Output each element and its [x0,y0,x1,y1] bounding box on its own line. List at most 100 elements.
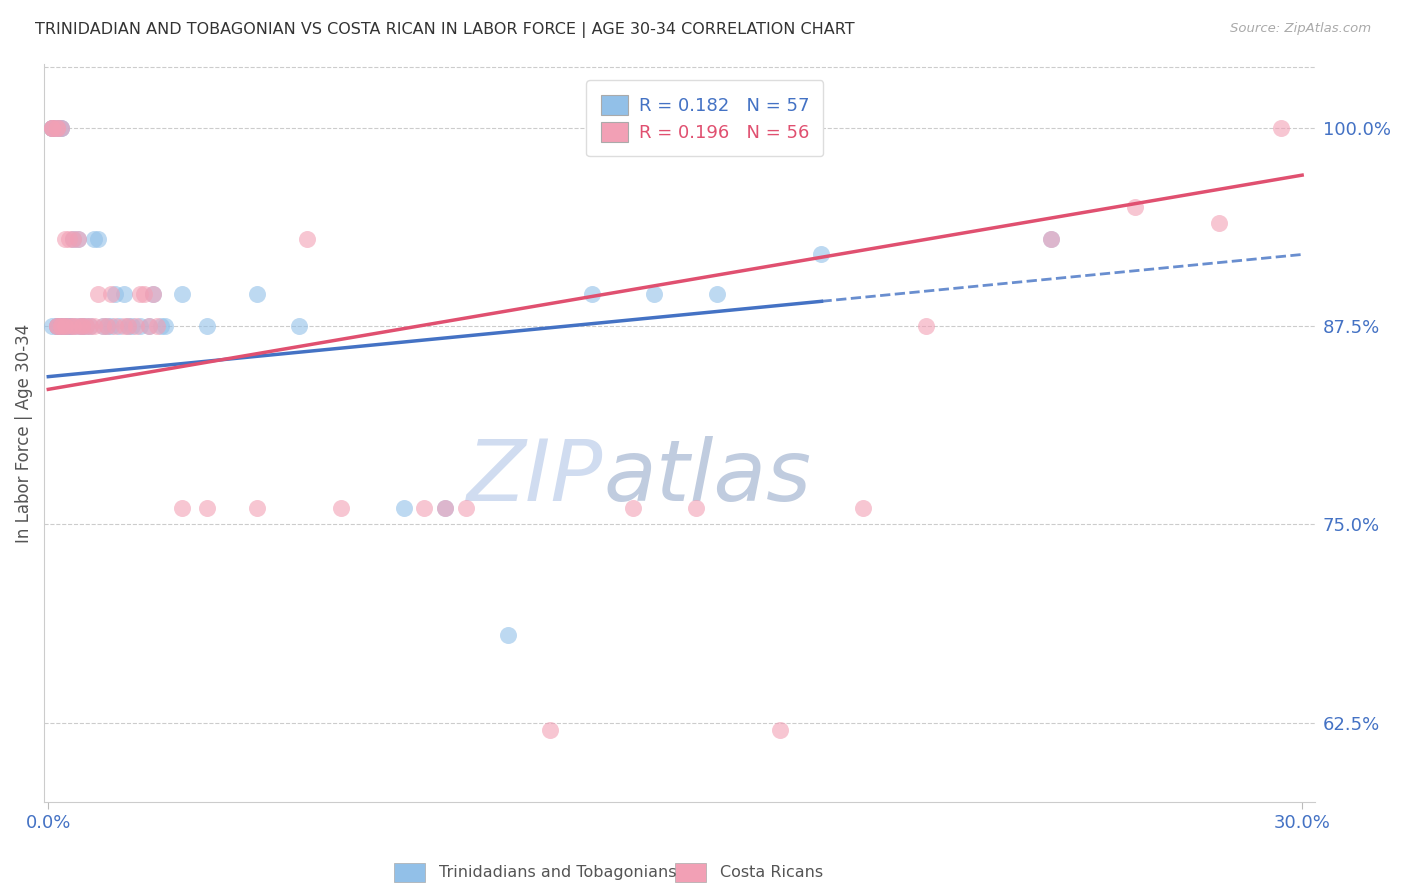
Point [41,120,63,135]
Point [155,318,177,333]
Point [45,120,67,135]
Point [456,501,478,516]
Point [96,318,118,333]
Point [100,287,122,301]
Point [45,120,67,135]
Point [108,318,131,333]
Point [70,318,93,333]
Point [129,287,152,301]
Point [62,318,84,333]
Point [100,318,122,333]
Point [112,287,135,301]
Point [41,120,63,135]
Point [49,318,72,333]
Point [45,318,67,333]
Point [79,318,101,333]
Point [146,318,169,333]
Point [195,318,218,333]
Y-axis label: In Labor Force | Age 30-34: In Labor Force | Age 30-34 [15,324,32,542]
Point [170,501,193,516]
Point [142,287,165,301]
Point [706,287,728,301]
FancyBboxPatch shape [394,863,425,882]
Point [83,231,105,245]
Point [1270,120,1292,135]
Point [62,231,84,245]
Point [125,318,148,333]
Point [87,287,110,301]
Point [45,318,67,333]
Point [49,120,72,135]
Point [62,231,84,245]
Point [58,318,80,333]
Point [45,318,67,333]
Point [49,318,72,333]
Point [49,120,72,135]
Point [41,120,63,135]
Point [41,120,63,135]
Point [58,318,80,333]
Point [49,318,72,333]
Point [434,501,457,516]
Point [297,231,319,245]
Point [121,318,143,333]
Point [49,318,72,333]
Point [150,318,173,333]
Point [1040,231,1063,245]
Point [643,287,665,301]
Point [104,287,127,301]
Point [142,287,165,301]
Point [413,501,436,516]
Text: TRINIDADIAN AND TOBAGONIAN VS COSTA RICAN IN LABOR FORCE | AGE 30-34 CORRELATION: TRINIDADIAN AND TOBAGONIAN VS COSTA RICA… [35,22,855,38]
Point [79,318,101,333]
Point [62,318,84,333]
Point [45,120,67,135]
Point [45,318,67,333]
Point [538,723,561,738]
Point [66,231,89,245]
Point [70,318,93,333]
Point [53,318,76,333]
Point [91,318,114,333]
Text: ZIP: ZIP [467,436,603,519]
Point [45,120,67,135]
Point [246,501,269,516]
Point [41,120,63,135]
Point [195,501,218,516]
Point [49,120,72,135]
Point [810,247,832,261]
Point [496,628,519,642]
Point [134,287,156,301]
Point [83,318,105,333]
Point [53,318,76,333]
Point [104,318,127,333]
Point [45,318,67,333]
Point [246,287,269,301]
Text: atlas: atlas [603,436,811,519]
Point [53,318,76,333]
Point [138,318,160,333]
Point [623,501,645,516]
Point [288,318,311,333]
Text: Costa Ricans: Costa Ricans [720,865,823,880]
Point [685,501,707,516]
Point [41,318,63,333]
Legend: R = 0.182   N = 57, R = 0.196   N = 56: R = 0.182 N = 57, R = 0.196 N = 56 [586,80,824,156]
Point [1040,231,1063,245]
Point [138,318,160,333]
Point [96,318,118,333]
Point [915,318,938,333]
Point [87,231,110,245]
Point [91,318,114,333]
Point [75,318,97,333]
Text: Source: ZipAtlas.com: Source: ZipAtlas.com [1230,22,1371,36]
Point [49,318,72,333]
Text: Trinidadians and Tobagonians: Trinidadians and Tobagonians [439,865,676,880]
Point [66,231,89,245]
Point [112,318,135,333]
Point [58,318,80,333]
Point [62,318,84,333]
Point [769,723,792,738]
Point [581,287,603,301]
Point [117,318,139,333]
